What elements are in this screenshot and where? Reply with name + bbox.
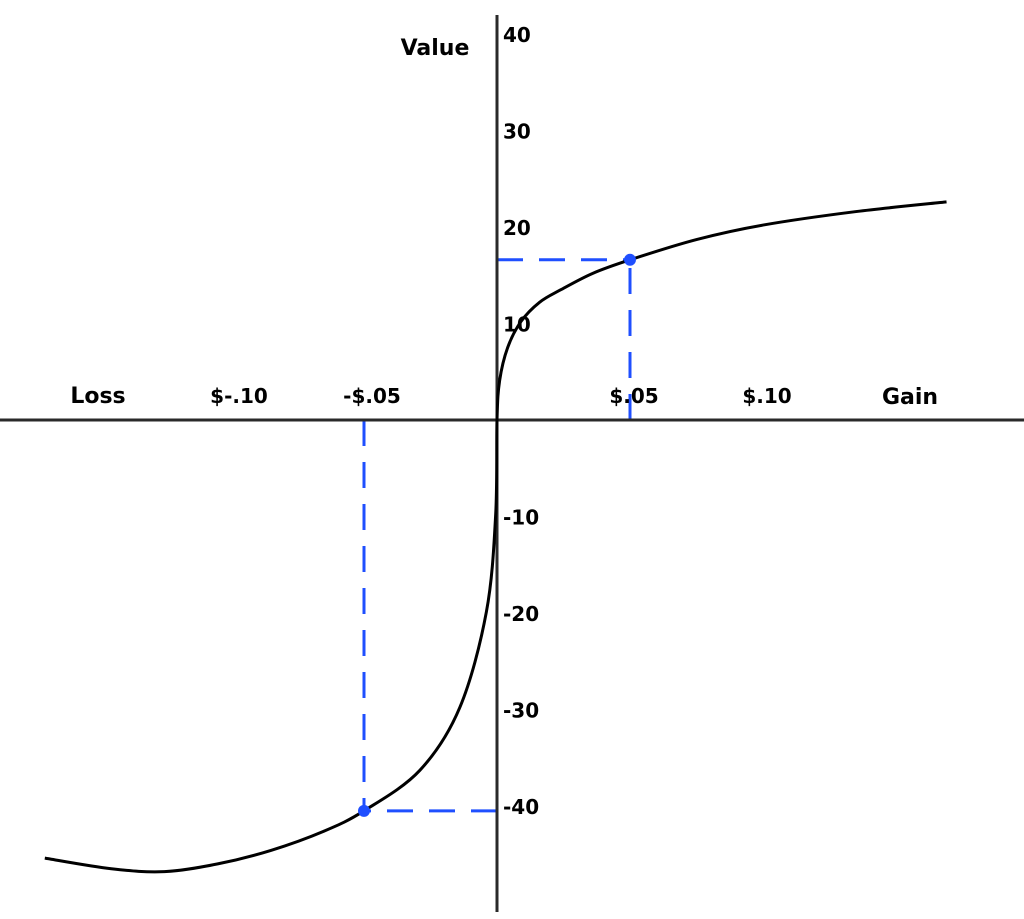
y-axis-label: Value	[401, 36, 470, 61]
highlight-point	[624, 253, 636, 266]
highlight-point	[358, 804, 370, 817]
y-tick-label: -20	[503, 602, 539, 626]
value-curve	[44, 200, 947, 874]
x-tick-label: $.05	[609, 384, 658, 408]
x-tick-label: $.10	[742, 384, 791, 408]
x-tick-label: $-.10	[210, 384, 268, 408]
x-axis-right-label: Gain	[882, 385, 938, 410]
x-tick-label: -$.05	[343, 384, 401, 408]
y-tick-label: 20	[503, 216, 531, 240]
guide-lines	[362, 258, 632, 813]
y-tick-label: -30	[503, 699, 539, 723]
tick-labels: $-.10 -$.05 $.05 $.10 40 30 20 10 -10 -20 -30 -40	[210, 23, 792, 819]
y-tick-label: 10	[503, 313, 531, 337]
x-axis-left-label: Loss	[70, 384, 125, 409]
y-tick-label: -10	[503, 506, 539, 530]
y-tick-label: 40	[503, 23, 531, 47]
highlight-points	[358, 253, 636, 817]
y-tick-label: 30	[503, 120, 531, 144]
y-tick-label: -40	[503, 795, 539, 819]
